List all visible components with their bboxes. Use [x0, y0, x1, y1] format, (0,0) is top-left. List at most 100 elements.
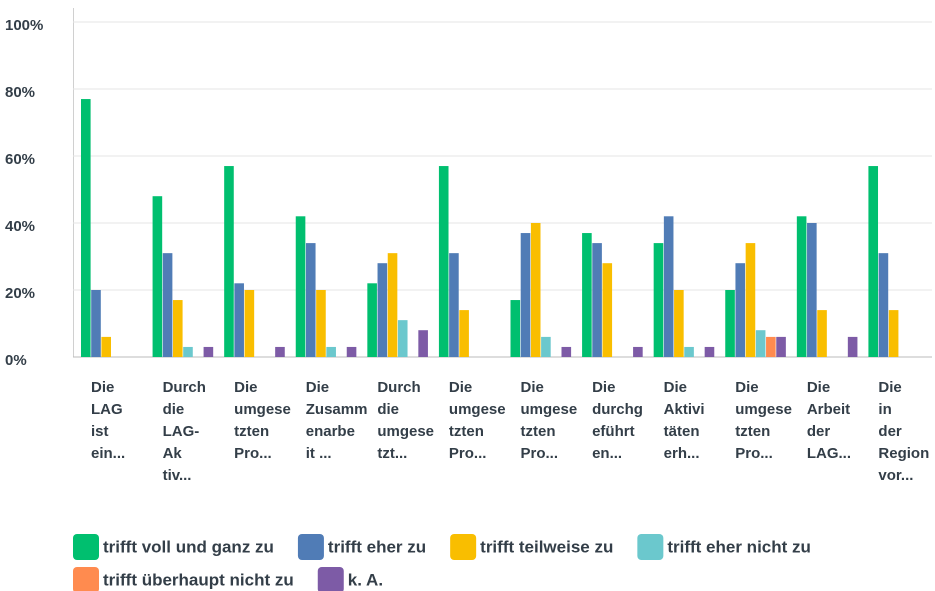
legend-swatch	[637, 534, 664, 560]
x-tick-label: LAG-	[163, 423, 200, 440]
x-tick-label: Durch	[377, 379, 420, 396]
x-tick-label: Die	[807, 379, 830, 396]
y-tick-label: 0%	[5, 352, 27, 369]
bar	[735, 263, 746, 357]
bar	[449, 253, 459, 357]
bar	[868, 166, 879, 357]
bar	[101, 336, 111, 357]
x-tick-label: enarbe	[306, 423, 355, 440]
bar	[203, 346, 214, 357]
x-tick-label: Die	[592, 379, 615, 396]
x-tick-label: Arbeit	[807, 401, 850, 418]
bar	[305, 243, 316, 357]
x-tick-label: Die	[449, 379, 472, 396]
x-tick-label: Die	[91, 379, 114, 396]
legend-label: trifft teilweise zu	[480, 537, 613, 556]
bar	[592, 243, 602, 357]
x-tick-label: Pro...	[234, 445, 272, 462]
x-tick-label: umgese	[521, 401, 578, 418]
bar	[91, 290, 101, 357]
x-tick-label: Ak	[163, 445, 183, 462]
bar	[725, 290, 735, 357]
x-tick-label: in	[878, 401, 891, 418]
x-tick-label: die	[377, 401, 399, 418]
bar	[745, 243, 756, 357]
bar	[438, 166, 449, 357]
bar	[530, 223, 541, 357]
bar	[561, 346, 572, 357]
bar	[633, 346, 643, 357]
x-tick-label: täten	[664, 423, 700, 440]
x-tick-label: it ...	[306, 445, 332, 462]
x-tick-label: Die	[735, 379, 758, 396]
bar	[653, 243, 664, 357]
x-tick-label: en...	[592, 445, 622, 462]
legend-swatch	[317, 567, 344, 591]
bar	[766, 336, 776, 357]
legend-swatch	[73, 567, 99, 591]
bar	[663, 216, 674, 357]
bar	[888, 310, 899, 357]
bar	[326, 346, 336, 357]
x-tick-label: Die	[306, 379, 329, 396]
legend-swatch	[297, 534, 324, 560]
bar	[244, 290, 255, 357]
legend-label: trifft eher nicht zu	[667, 537, 811, 556]
bar	[387, 253, 398, 357]
bar	[755, 330, 766, 357]
bar	[602, 263, 613, 357]
bar	[674, 290, 684, 357]
x-tick-label: Die	[664, 379, 687, 396]
bar	[346, 346, 357, 357]
bar	[796, 216, 807, 357]
x-tick-label: die	[163, 401, 185, 418]
x-tick-label: tzten	[521, 423, 556, 440]
bar	[847, 336, 858, 357]
bar	[459, 310, 469, 357]
bar	[275, 346, 285, 357]
bar	[81, 99, 91, 358]
x-tick-label: ist	[91, 423, 109, 440]
bar	[807, 223, 817, 357]
x-tick-label: tzten	[449, 423, 484, 440]
x-tick-label: ein...	[91, 445, 125, 462]
x-tick-label: Region	[878, 445, 929, 462]
x-tick-label: Durch	[163, 379, 206, 396]
bar	[224, 166, 234, 357]
x-tick-label: tiv...	[163, 467, 192, 484]
legend-swatch	[73, 534, 99, 560]
x-tick-label: umgese	[234, 401, 291, 418]
bar	[377, 263, 388, 357]
legend-swatch	[450, 534, 477, 560]
x-tick-label: Die	[521, 379, 544, 396]
x-tick-label: Die	[878, 379, 901, 396]
y-tick-label: 20%	[5, 285, 35, 302]
bar	[152, 196, 163, 357]
x-tick-label: Zusamm	[306, 401, 368, 418]
bar	[878, 253, 889, 357]
x-tick-label: durchg	[592, 401, 643, 418]
x-tick-label: umgese	[735, 401, 792, 418]
bar	[520, 233, 531, 357]
bar	[582, 233, 592, 357]
bar	[183, 346, 193, 357]
legend-label: k. A.	[348, 570, 383, 589]
x-tick-label: der	[807, 423, 831, 440]
x-tick-label: der	[878, 423, 902, 440]
x-tick-label: eführt	[592, 423, 635, 440]
bar	[541, 336, 551, 357]
bar	[704, 346, 715, 357]
bar	[162, 253, 173, 357]
bar	[510, 300, 521, 357]
y-tick-label: 80%	[5, 84, 35, 101]
x-tick-label: tzten	[234, 423, 269, 440]
x-tick-label: Pro...	[735, 445, 773, 462]
x-tick-label: Pro...	[521, 445, 559, 462]
x-tick-label: Pro...	[449, 445, 487, 462]
x-tick-label: Aktivi	[664, 401, 705, 418]
y-tick-label: 60%	[5, 151, 35, 168]
bar	[776, 336, 786, 357]
bar	[684, 346, 694, 357]
x-tick-label: umgese	[377, 423, 434, 440]
